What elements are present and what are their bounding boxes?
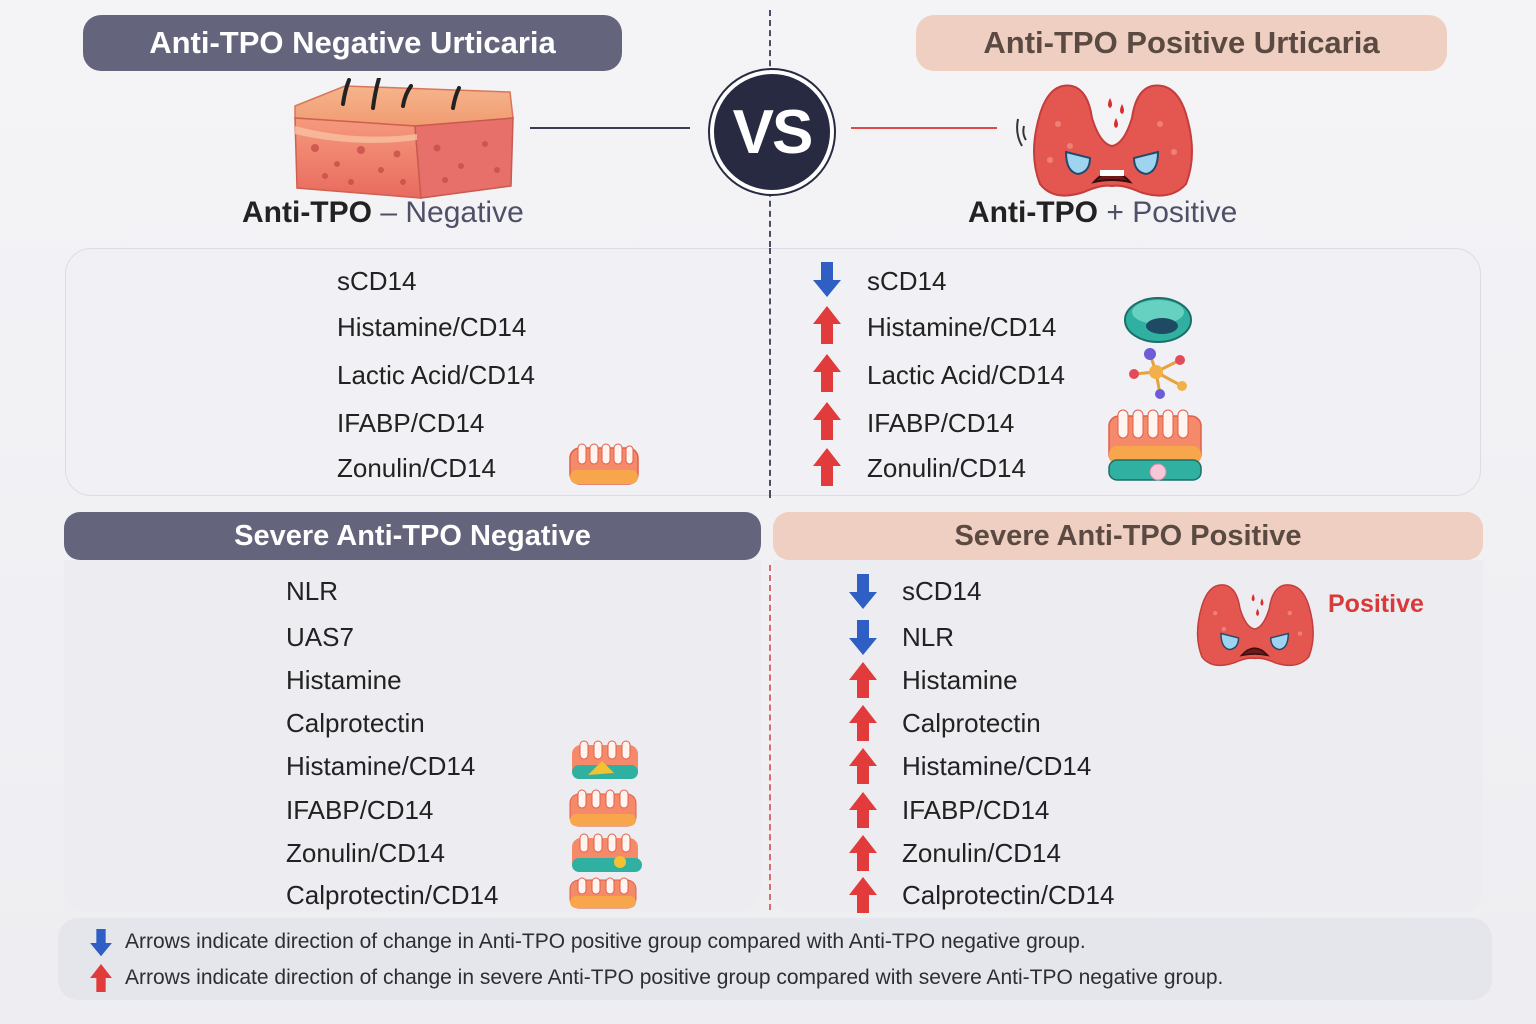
- down-arrow-icon: [813, 262, 841, 297]
- intestine-icon: [572, 833, 642, 872]
- severe-negative-item: NLR: [286, 576, 339, 606]
- top-negative-item: Zonulin/CD14: [337, 453, 496, 483]
- severe-divider: [769, 565, 771, 910]
- top-positive-item: sCD14: [867, 266, 947, 296]
- thyroid-sad-icon: [1196, 584, 1314, 667]
- severe-negative-item: Histamine/CD14: [286, 751, 476, 781]
- connector-line-negative: [530, 127, 690, 129]
- severe-positive-pill: Severe Anti-TPO Positive: [773, 512, 1483, 560]
- top-positive-item: IFABP/CD14: [867, 408, 1015, 438]
- positive-header-title: Anti-TPO Positive Urticaria: [983, 25, 1380, 60]
- top-negative-item: sCD14: [337, 266, 417, 296]
- molecule-icon: [1129, 348, 1187, 399]
- severe-negative-item: Histamine: [286, 665, 402, 695]
- panel-divider: [769, 248, 771, 496]
- negative-status-label: Anti-TPO – Negative: [242, 196, 524, 229]
- top-positive-item: Zonulin/CD14: [867, 453, 1026, 483]
- top-comparison-panel: [65, 248, 1481, 496]
- positive-status-label: Anti-TPO + Positive: [968, 196, 1238, 229]
- top-positive-item: Histamine/CD14: [867, 312, 1057, 342]
- vs-badge: VS: [710, 70, 834, 194]
- down-arrow-icon: [849, 574, 877, 609]
- legend-box: [58, 918, 1492, 1000]
- top-negative-item: Lactic Acid/CD14: [337, 360, 535, 390]
- up-arrow-icon: [90, 964, 112, 992]
- severe-negative-item: Calprotectin: [286, 708, 425, 738]
- negative-header-title: Anti-TPO Negative Urticaria: [149, 25, 556, 60]
- severe-negative-pill: Severe Anti-TPO Negative: [64, 512, 761, 560]
- severe-positive-item: Histamine/CD14: [902, 751, 1092, 781]
- top-negative-item: IFABP/CD14: [337, 408, 485, 438]
- intestine-icon: [569, 789, 637, 827]
- severe-negative-item: Calprotectin/CD14: [286, 880, 499, 910]
- severe-positive-title: Severe Anti-TPO Positive: [954, 519, 1302, 552]
- severe-negative-item: UAS7: [286, 622, 354, 652]
- skin-tissue-icon: [294, 78, 514, 199]
- intestine-icon: [572, 740, 638, 779]
- up-arrow-icon: [813, 354, 841, 392]
- negative-header-pill: Anti-TPO Negative Urticaria: [83, 15, 622, 71]
- immune-cell-icon: [1124, 297, 1192, 343]
- up-arrow-icon: [849, 835, 877, 871]
- thyroid-sad-icon: [1016, 84, 1193, 197]
- severe-positive-item: IFABP/CD14: [902, 795, 1050, 825]
- positive-header-pill: Anti-TPO Positive Urticaria: [916, 15, 1447, 71]
- intestine-icon: [569, 443, 639, 485]
- up-arrow-icon: [813, 306, 841, 344]
- up-arrow-icon: [849, 748, 877, 784]
- gut-barrier-icon: [1108, 409, 1202, 481]
- severe-negative-item: Zonulin/CD14: [286, 838, 445, 868]
- up-arrow-icon: [849, 792, 877, 828]
- severe-positive-item: sCD14: [902, 576, 982, 606]
- up-arrow-icon: [849, 705, 877, 741]
- severe-positive-item: Zonulin/CD14: [902, 838, 1061, 868]
- severe-positive-panel: [773, 560, 1483, 912]
- top-negative-item: Histamine/CD14: [337, 312, 527, 342]
- severe-positive-item: Calprotectin/CD14: [902, 880, 1115, 910]
- up-arrow-icon: [849, 877, 877, 913]
- severe-negative-item: IFABP/CD14: [286, 795, 434, 825]
- down-arrow-icon: [90, 929, 112, 957]
- severe-positive-item: Calprotectin: [902, 708, 1041, 738]
- severe-positive-item: NLR: [902, 622, 955, 652]
- severe-negative-panel: [64, 560, 761, 912]
- positive-badge: Positive: [1328, 590, 1424, 618]
- severe-positive-item: Histamine: [902, 665, 1018, 695]
- connector-line-positive: [851, 127, 997, 129]
- intestine-icon: [569, 877, 637, 909]
- legend-red-text: Arrows indicate direction of change in s…: [125, 966, 1224, 989]
- up-arrow-icon: [813, 448, 841, 486]
- severe-negative-title: Severe Anti-TPO Negative: [234, 519, 591, 552]
- up-arrow-icon: [813, 402, 841, 440]
- top-positive-item: Lactic Acid/CD14: [867, 360, 1065, 390]
- up-arrow-icon: [849, 662, 877, 698]
- down-arrow-icon: [849, 620, 877, 655]
- legend-blue-text: Arrows indicate direction of change in A…: [125, 930, 1086, 953]
